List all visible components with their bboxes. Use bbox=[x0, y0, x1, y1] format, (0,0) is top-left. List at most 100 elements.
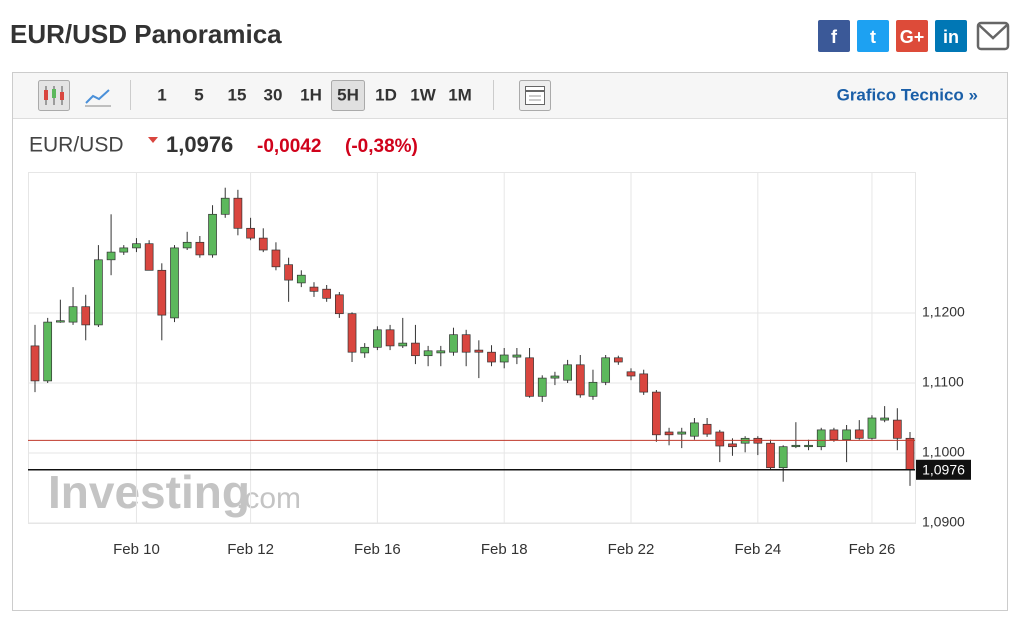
candle bbox=[385, 324, 395, 351]
candle bbox=[258, 228, 268, 253]
candle bbox=[575, 355, 585, 398]
candle bbox=[626, 368, 636, 381]
candle-body bbox=[246, 227, 255, 239]
candle bbox=[461, 329, 471, 367]
share-icon bbox=[896, 20, 928, 52]
candle bbox=[144, 240, 154, 271]
candle bbox=[195, 236, 205, 258]
candle bbox=[474, 340, 484, 379]
candle-body bbox=[170, 247, 179, 319]
icon bbox=[85, 89, 110, 104]
candle-body bbox=[791, 444, 801, 448]
plot: Investing .com bbox=[28, 172, 916, 524]
candle-body bbox=[652, 391, 661, 436]
candle-body bbox=[829, 429, 839, 441]
interval-button[interactable]: 5 bbox=[194, 85, 203, 104]
toolbar bbox=[13, 73, 1007, 118]
quote-change-pct: (-0,38%) bbox=[345, 136, 418, 157]
interval-button[interactable]: 1W bbox=[410, 85, 436, 104]
quote-change: -0,0042 bbox=[257, 136, 321, 157]
interval-button[interactable]: 30 bbox=[264, 85, 283, 104]
candle bbox=[246, 217, 255, 241]
candle-body bbox=[43, 321, 53, 382]
technical-chart-link[interactable]: Grafico Tecnico » bbox=[837, 85, 978, 104]
watermark-suffix: .com bbox=[236, 482, 301, 515]
x-tick-label: Feb 22 bbox=[608, 541, 655, 558]
candle-body bbox=[575, 364, 585, 396]
x-tick-label: Feb 10 bbox=[113, 541, 160, 558]
candle bbox=[639, 369, 649, 395]
candle bbox=[778, 445, 788, 482]
interval-button[interactable]: 15 bbox=[228, 85, 247, 104]
candle-body bbox=[182, 241, 192, 249]
candle bbox=[537, 375, 547, 402]
candle bbox=[525, 348, 534, 398]
candle-body bbox=[550, 375, 560, 379]
candle bbox=[81, 294, 91, 341]
candle bbox=[842, 425, 851, 463]
y-tick-label: 1,1000 bbox=[922, 444, 965, 460]
quote-symbol: EUR/USD bbox=[29, 134, 124, 157]
interval-button[interactable]: 1M bbox=[448, 85, 472, 104]
share-button[interactable]: t bbox=[857, 20, 889, 52]
candle-body bbox=[436, 350, 446, 354]
candle bbox=[867, 415, 877, 440]
interval-button[interactable]: 1D bbox=[375, 85, 397, 104]
candle bbox=[233, 189, 243, 236]
candle-body bbox=[613, 357, 623, 363]
candle-body bbox=[347, 313, 357, 353]
mail-icon bbox=[978, 24, 1008, 40]
candle bbox=[157, 263, 167, 341]
candle-body bbox=[537, 377, 547, 397]
candle bbox=[271, 242, 281, 271]
candle-body bbox=[132, 243, 141, 249]
candle bbox=[766, 439, 775, 470]
candle-body bbox=[195, 241, 205, 256]
candle bbox=[664, 427, 674, 446]
candle-body bbox=[816, 429, 826, 448]
share-button[interactable]: f bbox=[818, 20, 850, 52]
candle bbox=[487, 345, 496, 367]
candle-body bbox=[119, 247, 129, 253]
candle bbox=[284, 257, 293, 302]
x-tick-label: Feb 26 bbox=[849, 541, 896, 558]
share-button[interactable]: G+ bbox=[896, 20, 928, 52]
candle-body bbox=[157, 269, 167, 316]
candle bbox=[411, 324, 420, 365]
candle bbox=[563, 359, 572, 383]
candle bbox=[601, 355, 611, 386]
candle-icon-button[interactable] bbox=[38, 80, 70, 111]
candle-body bbox=[867, 417, 877, 439]
candle bbox=[68, 287, 78, 325]
interval-button[interactable]: 5H bbox=[337, 85, 359, 104]
candle bbox=[854, 420, 864, 440]
candle-body bbox=[474, 349, 484, 353]
table-icon-button[interactable] bbox=[519, 80, 551, 111]
candle-body bbox=[423, 350, 433, 357]
line-icon-button[interactable] bbox=[85, 89, 111, 107]
candle bbox=[892, 408, 902, 451]
candle bbox=[182, 231, 192, 250]
candle-body bbox=[702, 423, 712, 435]
x-tick-label: Feb 16 bbox=[354, 541, 401, 558]
candle-body bbox=[563, 364, 572, 381]
candle bbox=[30, 324, 40, 393]
share-buttons: f t G+ in bbox=[818, 20, 1010, 52]
candle bbox=[423, 345, 433, 367]
candle-body bbox=[233, 197, 243, 229]
candle-body bbox=[398, 342, 408, 347]
candle-body bbox=[639, 373, 649, 393]
candle-body bbox=[626, 371, 636, 377]
interval-button[interactable]: 1 bbox=[157, 85, 166, 104]
candle bbox=[170, 245, 179, 323]
candle-body bbox=[512, 354, 522, 358]
interval-button[interactable]: 1H bbox=[300, 85, 322, 104]
candle-body bbox=[715, 431, 725, 447]
candle-body bbox=[854, 429, 864, 439]
mail-button[interactable] bbox=[976, 21, 1010, 51]
share-button[interactable]: in bbox=[935, 20, 967, 52]
candle bbox=[322, 285, 332, 302]
share-label: f bbox=[831, 27, 838, 47]
candle-body bbox=[309, 286, 319, 292]
candle bbox=[677, 427, 687, 449]
